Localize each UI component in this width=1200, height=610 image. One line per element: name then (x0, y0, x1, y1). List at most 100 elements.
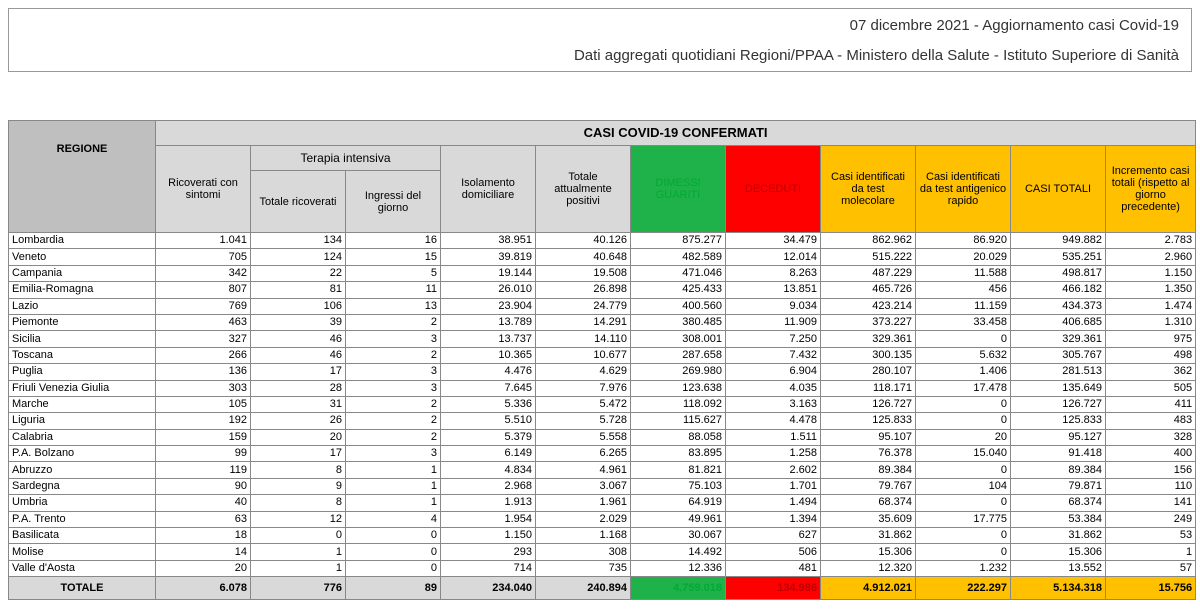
region-header: REGIONE (8, 120, 156, 233)
value-cell: 17 (250, 445, 346, 463)
value-cell: 434.373 (1010, 297, 1106, 315)
value-cell: 24.779 (535, 297, 631, 315)
region-cell: Calabria (8, 428, 156, 447)
value-cell: 8 (250, 461, 346, 479)
value-cell: 1.168 (535, 527, 631, 545)
value-cell: 6.149 (440, 445, 536, 463)
value-cell: 20 (250, 428, 346, 447)
value-cell: 13.737 (440, 330, 536, 348)
value-cell: 95.127 (1010, 428, 1106, 447)
region-cell: Marche (8, 395, 156, 414)
value-cell: 505 (1104, 379, 1197, 397)
value-cell: 105 (155, 395, 251, 414)
value-cell: 240.894 (535, 576, 631, 601)
value-cell: 31.862 (1010, 527, 1106, 545)
value-cell: 68.374 (820, 494, 916, 512)
value-cell: 2.029 (535, 510, 631, 529)
value-cell: 1.494 (725, 494, 821, 512)
value-cell: 20.029 (915, 248, 1011, 266)
value-cell: 222.297 (915, 576, 1011, 601)
value-cell: 0 (345, 559, 441, 578)
value-cell: 1.913 (440, 494, 536, 512)
value-cell: 4.629 (535, 363, 631, 381)
value-cell: 3.067 (535, 477, 631, 496)
value-cell: 1.258 (725, 445, 821, 463)
column-header: Totale ricoverati (250, 170, 346, 233)
value-cell: 329.361 (820, 330, 916, 348)
region-cell: Puglia (8, 363, 156, 381)
value-cell: 0 (915, 395, 1011, 414)
value-cell: 13.851 (725, 281, 821, 299)
value-cell: 31 (250, 395, 346, 414)
column-header: Totale attualmente positivi (535, 145, 631, 233)
table-body: Lombardia 1.041 134 16 38.951 40.126 875.277 34… (8, 231, 1197, 601)
value-cell: 1.150 (1104, 264, 1197, 283)
value-cell: 7.432 (725, 346, 821, 365)
value-cell: 4 (345, 510, 441, 529)
value-cell: 300.135 (820, 346, 916, 365)
value-cell: 498.817 (1010, 264, 1106, 283)
value-cell: 1.954 (440, 510, 536, 529)
value-cell: 627 (725, 527, 821, 545)
value-cell: 6.904 (725, 363, 821, 381)
value-cell: 14 (155, 543, 251, 561)
value-cell: 9.034 (725, 297, 821, 315)
value-cell: 134.986 (725, 576, 821, 601)
value-cell: 862.962 (820, 231, 916, 250)
value-cell: 11.909 (725, 313, 821, 332)
value-cell: 1.150 (440, 527, 536, 545)
value-cell: 406.685 (1010, 313, 1106, 332)
value-cell: 1 (345, 461, 441, 479)
value-cell: 4.912.021 (820, 576, 916, 601)
group-title: CASI COVID-19 CONFERMATI (154, 120, 1197, 146)
value-cell: 266 (155, 346, 251, 365)
value-cell: 15 (345, 248, 441, 266)
value-cell: 125.833 (1010, 412, 1106, 430)
value-cell: 5 (345, 264, 441, 283)
value-cell: 5.510 (440, 412, 536, 430)
value-cell: 308 (535, 543, 631, 561)
value-cell: 769 (155, 297, 251, 315)
value-cell: 471.046 (630, 264, 726, 283)
column-header: DECEDUTI (725, 145, 821, 233)
value-cell: 293 (440, 543, 536, 561)
value-cell: 30.067 (630, 527, 726, 545)
region-cell: Veneto (8, 248, 156, 266)
value-cell: 328 (1104, 428, 1197, 447)
value-cell: 118.092 (630, 395, 726, 414)
table-row: Basilicata 18 0 0 1.150 1.168 30.067 627 31.862 0… (8, 527, 1197, 545)
column-header: Terapia intensiva (250, 145, 441, 171)
value-cell: 0 (345, 543, 441, 561)
value-cell: 5.472 (535, 395, 631, 414)
value-cell: 22 (250, 264, 346, 283)
value-cell: 1.310 (1104, 313, 1197, 332)
table-row: TOTALE 6.078 776 89 234.040 240.894 4.759.018 1… (8, 576, 1197, 601)
value-cell: 465.726 (820, 281, 916, 299)
value-cell: 13 (345, 297, 441, 315)
region-cell: Molise (8, 543, 156, 561)
value-cell: 1.394 (725, 510, 821, 529)
column-header: DIMESSI GUARITI (630, 145, 726, 233)
value-cell: 400.560 (630, 297, 726, 315)
value-cell: 90 (155, 477, 251, 496)
value-cell: 5.379 (440, 428, 536, 447)
value-cell: 15.306 (820, 543, 916, 561)
value-cell: 735 (535, 559, 631, 578)
value-cell: 423.214 (820, 297, 916, 315)
region-cell: Liguria (8, 412, 156, 430)
column-header: Casi identificati da test antigenico rap… (915, 145, 1011, 233)
value-cell: 1 (1104, 543, 1197, 561)
value-cell: 81 (250, 281, 346, 299)
value-cell: 13.789 (440, 313, 536, 332)
value-cell: 135.649 (1010, 379, 1106, 397)
value-cell: 6.078 (155, 576, 251, 601)
value-cell: 4.478 (725, 412, 821, 430)
value-cell: 14.492 (630, 543, 726, 561)
value-cell: 1 (250, 543, 346, 561)
table-row: Lazio 769 106 13 23.904 24.779 400.560 9.034 423… (8, 297, 1197, 315)
value-cell: 0 (915, 527, 1011, 545)
value-cell: 26 (250, 412, 346, 430)
value-cell: 776 (250, 576, 346, 601)
column-header: Incremento casi totali (rispetto al gior… (1104, 145, 1197, 233)
